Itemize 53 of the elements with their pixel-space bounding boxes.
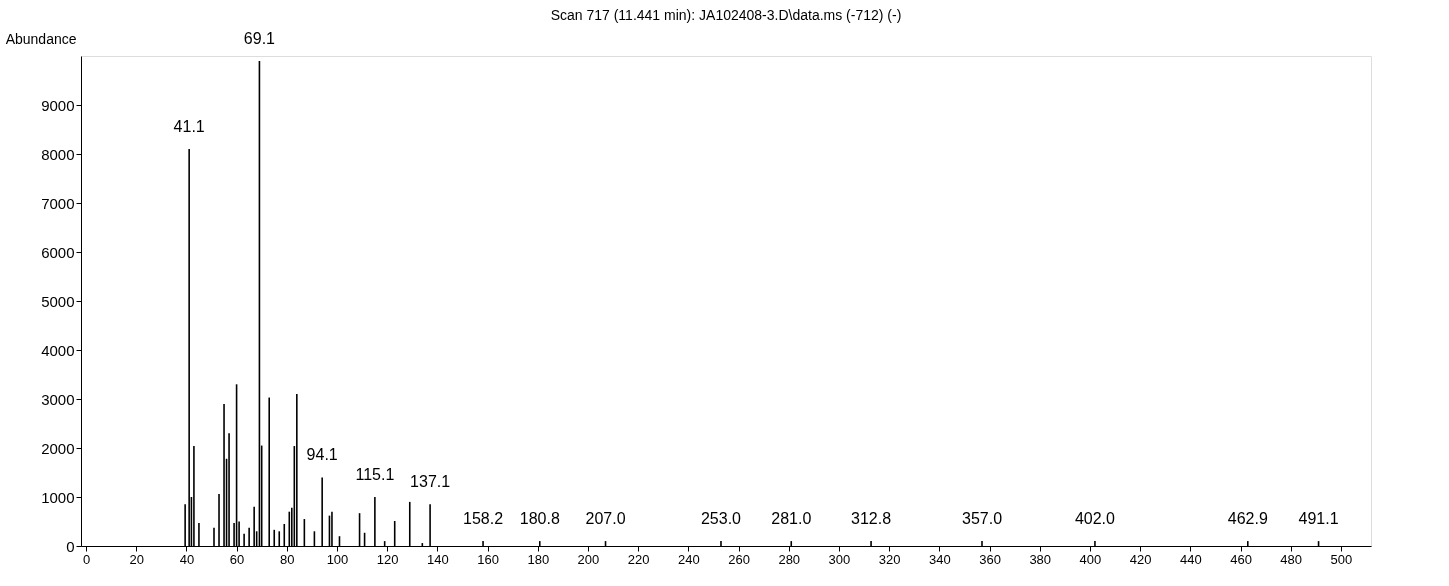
x-tick-label: 100 — [326, 551, 349, 567]
x-tick-label: 500 — [1330, 551, 1353, 567]
x-tick-label: 20 — [129, 551, 144, 567]
annotation: 69.1 — [243, 29, 276, 47]
x-tick-label: 380 — [1029, 551, 1052, 567]
x-tick-label: 120 — [376, 551, 399, 567]
annotation: 41.1 — [173, 118, 205, 136]
chart-title: Scan 717 (11.441 min): JA102408-3.D\data.ms (-712) (-) — [550, 6, 902, 23]
x-tick-label: 180 — [527, 551, 550, 567]
x-tick-label: 160 — [477, 551, 499, 567]
annotation: 158.2 — [463, 510, 504, 528]
y-axis-title: Abundance — [5, 30, 77, 47]
annotation: 312.8 — [851, 510, 892, 528]
y-tick-label: 6000 — [41, 243, 75, 261]
x-tick-label: 400 — [1079, 551, 1102, 567]
x-tick-label: 220 — [627, 551, 650, 567]
x-tick-label: 440 — [1179, 551, 1202, 567]
x-tick-label: 60 — [229, 551, 245, 567]
x-tick-label: 280 — [778, 551, 801, 567]
x-tick-label: 460 — [1230, 551, 1252, 567]
y-tick-label: 1000 — [41, 488, 75, 506]
annotation: 180.8 — [519, 510, 560, 528]
x-tick-label: 80 — [280, 551, 295, 567]
x-tick-label: 340 — [928, 551, 951, 567]
annotation: 491.1 — [1298, 510, 1339, 528]
x-tick-label: 40 — [179, 551, 195, 567]
annotation: 94.1 — [306, 446, 338, 464]
y-tick-label: 3000 — [41, 390, 75, 408]
y-tick-label: 9000 — [41, 96, 75, 114]
annotation: 207.0 — [585, 510, 626, 528]
x-tick-label: 360 — [979, 551, 1001, 567]
x-tick-label: 420 — [1129, 551, 1152, 567]
y-tick-label: 8000 — [41, 145, 75, 163]
x-tick-label: 140 — [427, 551, 449, 567]
y-tick-label: 4000 — [41, 341, 75, 359]
annotation: 402.0 — [1074, 510, 1116, 528]
annotation: 253.0 — [700, 510, 742, 528]
annotation: 462.9 — [1227, 510, 1268, 528]
y-tick-label: 7000 — [41, 194, 75, 212]
y-tick-label: 2000 — [41, 439, 75, 457]
x-tick-label: 300 — [828, 551, 851, 567]
x-tick-label: 480 — [1280, 551, 1303, 567]
annotation: 281.0 — [771, 510, 812, 528]
y-tick-label: 0 — [66, 537, 75, 555]
y-tick-label: 5000 — [41, 292, 75, 310]
x-tick-label: 320 — [878, 551, 901, 567]
annotation: 137.1 — [410, 473, 451, 491]
annotation: 357.0 — [961, 510, 1003, 528]
annotation: 115.1 — [355, 466, 395, 483]
x-tick-label: 0 — [82, 551, 91, 567]
x-tick-label: 240 — [678, 551, 700, 567]
x-tick-label: 260 — [728, 551, 750, 567]
x-tick-label: 200 — [577, 551, 600, 567]
